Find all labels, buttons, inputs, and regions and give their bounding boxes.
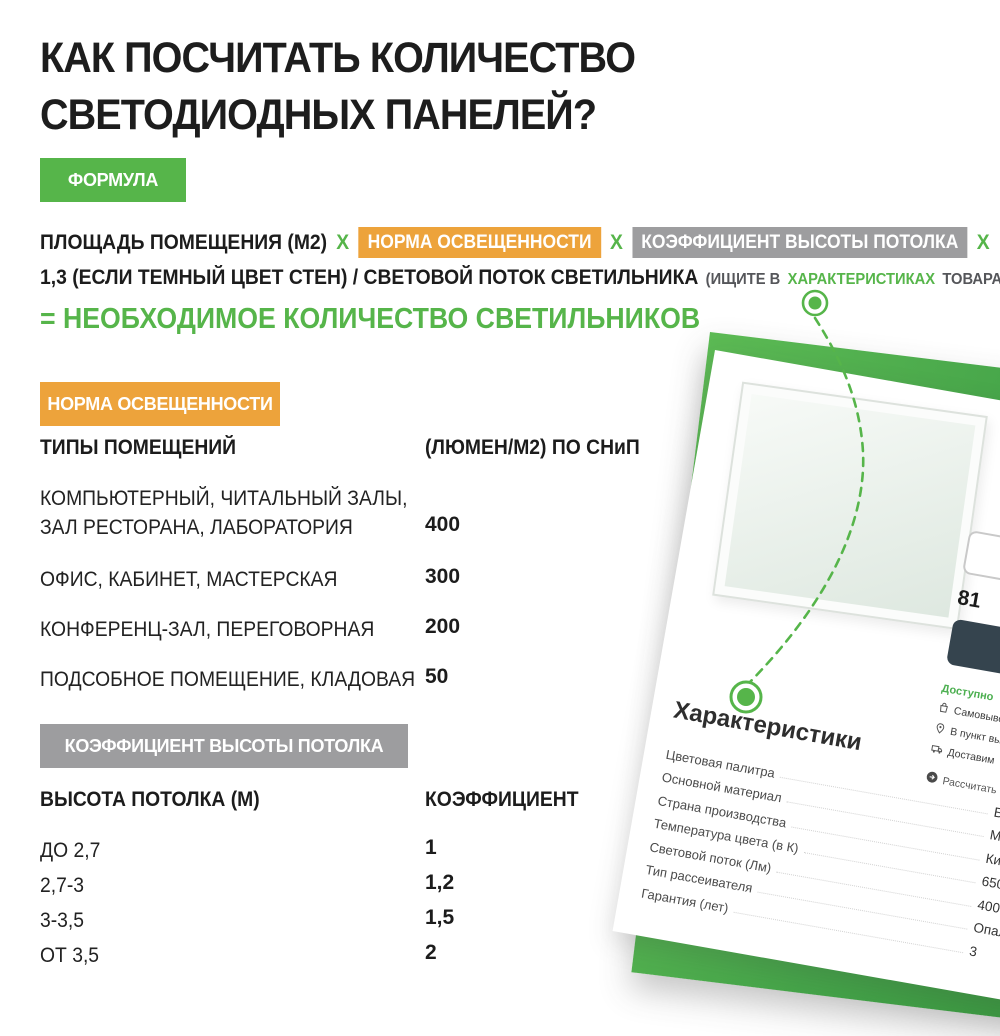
table-row: ПОДСОБНОЕ ПОМЕЩЕНИЕ, КЛАДОВАЯ 50 bbox=[40, 665, 449, 691]
table-row: 3-3,5 1,5 bbox=[40, 906, 455, 932]
norm-col2-header: (ЛЮМЕН/М2) ПО СНиП bbox=[425, 436, 640, 459]
multiply-sign: X bbox=[976, 230, 990, 254]
formula-result: = НЕОБХОДИМОЕ КОЛИЧЕСТВО СВЕТИЛЬНИКОВ bbox=[40, 303, 701, 335]
row-value: 50 bbox=[425, 665, 449, 688]
calculator-circle-icon bbox=[925, 770, 939, 787]
calc-delivery-link[interactable]: Рассчитать bbox=[925, 770, 1000, 811]
truck-icon bbox=[930, 743, 944, 759]
page-title-line2: СВЕТОДИОДНЫХ ПАНЕЛЕЙ? bbox=[40, 91, 597, 139]
row-value: 1,5 bbox=[425, 906, 455, 929]
coef-col1-header: ВЫСОТА ПОТОЛКА (М) bbox=[40, 788, 260, 811]
table-row: 2,7-3 1,2 bbox=[40, 871, 455, 897]
formula-flux-term: 1,3 (ЕСЛИ ТЕМНЫЙ ЦВЕТ СТЕН) / СВЕТОВОЙ П… bbox=[40, 266, 699, 289]
row-value: 400 bbox=[425, 513, 461, 536]
delivery-option-courier: Доставим bbox=[930, 743, 1000, 783]
formula-note-post: ТОВАРА) bbox=[942, 271, 1000, 288]
formula-badge: ФОРМУЛА bbox=[40, 158, 186, 202]
formula-line-1: ПЛОЩАДЬ ПОМЕЩЕНИЯ (М2) X НОРМА ОСВЕЩЕННО… bbox=[40, 227, 990, 258]
delivery-option-pickup: Самовывоз bbox=[937, 701, 1000, 741]
connector-start-dot bbox=[801, 289, 829, 317]
purchase-column: 81 Доступно Самовывоз В пункт выдачи Дос… bbox=[925, 529, 1000, 811]
multiply-sign: X bbox=[336, 230, 350, 254]
delivery-option-point: В пункт выдачи bbox=[933, 722, 1000, 762]
formula-note-link: ХАРАКТЕРИСТИКАХ bbox=[787, 271, 936, 288]
row-value: 200 bbox=[425, 615, 461, 638]
norm-col1-header: ТИПЫ ПОМЕЩЕНИЙ bbox=[40, 436, 237, 459]
table-row: КОНФЕРЕНЦ-ЗАЛ, ПЕРЕГОВОРНАЯ 200 bbox=[40, 615, 461, 641]
multiply-sign: X bbox=[609, 230, 623, 254]
page-title: КАК ПОСЧИТАТЬ КОЛИЧЕСТВО СВЕТОДИОДНЫХ ПА… bbox=[40, 30, 1000, 144]
add-to-cart-button[interactable] bbox=[946, 618, 1000, 684]
formula-coef-chip: КОЭФФИЦИЕНТ ВЫСОТЫ ПОТОЛКА bbox=[632, 227, 968, 258]
coef-col2-header: КОЭФФИЦИЕНТ bbox=[425, 788, 579, 811]
led-panel-photo bbox=[712, 381, 988, 631]
table-row: ОТ 3,5 2 bbox=[40, 941, 437, 967]
product-thumbnail[interactable] bbox=[961, 529, 1000, 582]
norm-badge: НОРМА ОСВЕЩЕННОСТИ bbox=[40, 382, 280, 426]
formula-norm-chip: НОРМА ОСВЕЩЕННОСТИ bbox=[358, 227, 601, 258]
table-row: КОМПЬЮТЕРНЫЙ, ЧИТАЛЬНЫЙ ЗАЛЫ, ЗАЛ РЕСТОР… bbox=[40, 487, 461, 539]
row-value: 1 bbox=[425, 836, 437, 859]
map-pin-icon bbox=[933, 722, 946, 738]
table-row: ДО 2,7 1 bbox=[40, 836, 437, 862]
table-row: ОФИС, КАБИНЕТ, МАСТЕРСКАЯ 300 bbox=[40, 565, 461, 591]
formula-line-2: 1,3 (ЕСЛИ ТЕМНЫЙ ЦВЕТ СТЕН) / СВЕТОВОЙ П… bbox=[40, 266, 1000, 290]
row-value: 2 bbox=[425, 941, 437, 964]
row-value: 1,2 bbox=[425, 871, 455, 894]
bag-icon bbox=[937, 701, 950, 717]
row-value: 300 bbox=[425, 565, 461, 588]
formula-area-term: ПЛОЩАДЬ ПОМЕЩЕНИЯ (М2) bbox=[40, 230, 328, 254]
formula-note-pre: (ИЩИТЕ В bbox=[705, 271, 781, 288]
product-card: 81 Доступно Самовывоз В пункт выдачи Дос… bbox=[612, 350, 1000, 1036]
coef-badge: КОЭФФИЦИЕНТ ВЫСОТЫ ПОТОЛКА bbox=[40, 724, 408, 768]
page-title-line1: КАК ПОСЧИТАТЬ КОЛИЧЕСТВО bbox=[40, 34, 636, 82]
